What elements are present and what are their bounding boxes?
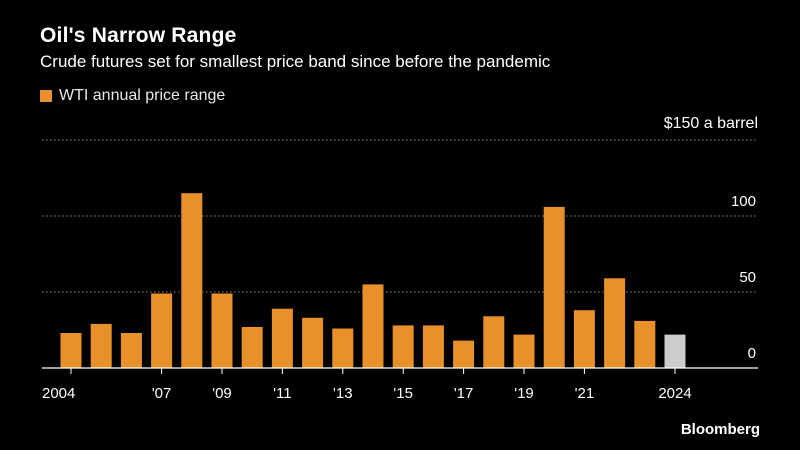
bar-2015 [392,325,414,368]
legend-label: WTI annual price range [59,87,226,104]
y-tick-label-0: 0 [748,345,756,362]
chart-subtitle: Crude futures set for smallest price ban… [40,52,551,71]
bloomberg-logo: Bloomberg [680,421,760,438]
bar-2005 [90,323,112,368]
bar-2024 [664,334,686,368]
bar-2021 [573,310,595,368]
y-tick-label-100: 100 [731,193,756,210]
legend: WTI annual price range [40,87,225,105]
x-tick-label-'15: '15 [393,385,413,402]
x-ticks: 2004 '07 '09 '11 '13 '15 '17 '19 '21 2024 [42,368,692,402]
bars [60,193,686,368]
x-tick-label-'21: '21 [575,385,595,402]
bar-2023 [634,320,656,368]
bar-2004 [60,333,82,368]
y-tick-label-50: 50 [739,269,756,286]
bar-2010 [241,327,263,368]
bar-2020 [543,206,565,368]
bar-2011 [271,308,293,368]
bar-2012 [302,317,324,368]
x-tick-label-'19: '19 [514,385,534,402]
bar-2006 [120,333,142,368]
x-tick-label-'11: '11 [273,385,291,402]
x-tick-label-2004: 2004 [42,385,75,402]
bar-2022 [604,278,626,368]
bar-2013 [332,328,354,368]
y-axis-unit-label: $150 a barrel [663,115,758,132]
x-tick-label-'07: '07 [152,385,172,402]
bar-2007 [151,293,173,368]
bar-2017 [453,340,475,368]
bar-2014 [362,284,384,368]
chart-title: Oil's Narrow Range [40,24,237,47]
bar-2019 [513,334,535,368]
bar-2018 [483,316,505,368]
bar-2009 [211,293,233,368]
bar-2008 [181,193,203,368]
x-tick-label-'17: '17 [454,385,474,402]
x-tick-label-2024: 2024 [658,385,691,402]
x-tick-label-'13: '13 [333,385,353,402]
y-tick-labels: 0 50 100 [731,193,756,362]
x-tick-label-'09: '09 [212,385,232,402]
gridlines [42,139,758,293]
legend-swatch [40,90,52,102]
bar-2016 [422,325,444,368]
